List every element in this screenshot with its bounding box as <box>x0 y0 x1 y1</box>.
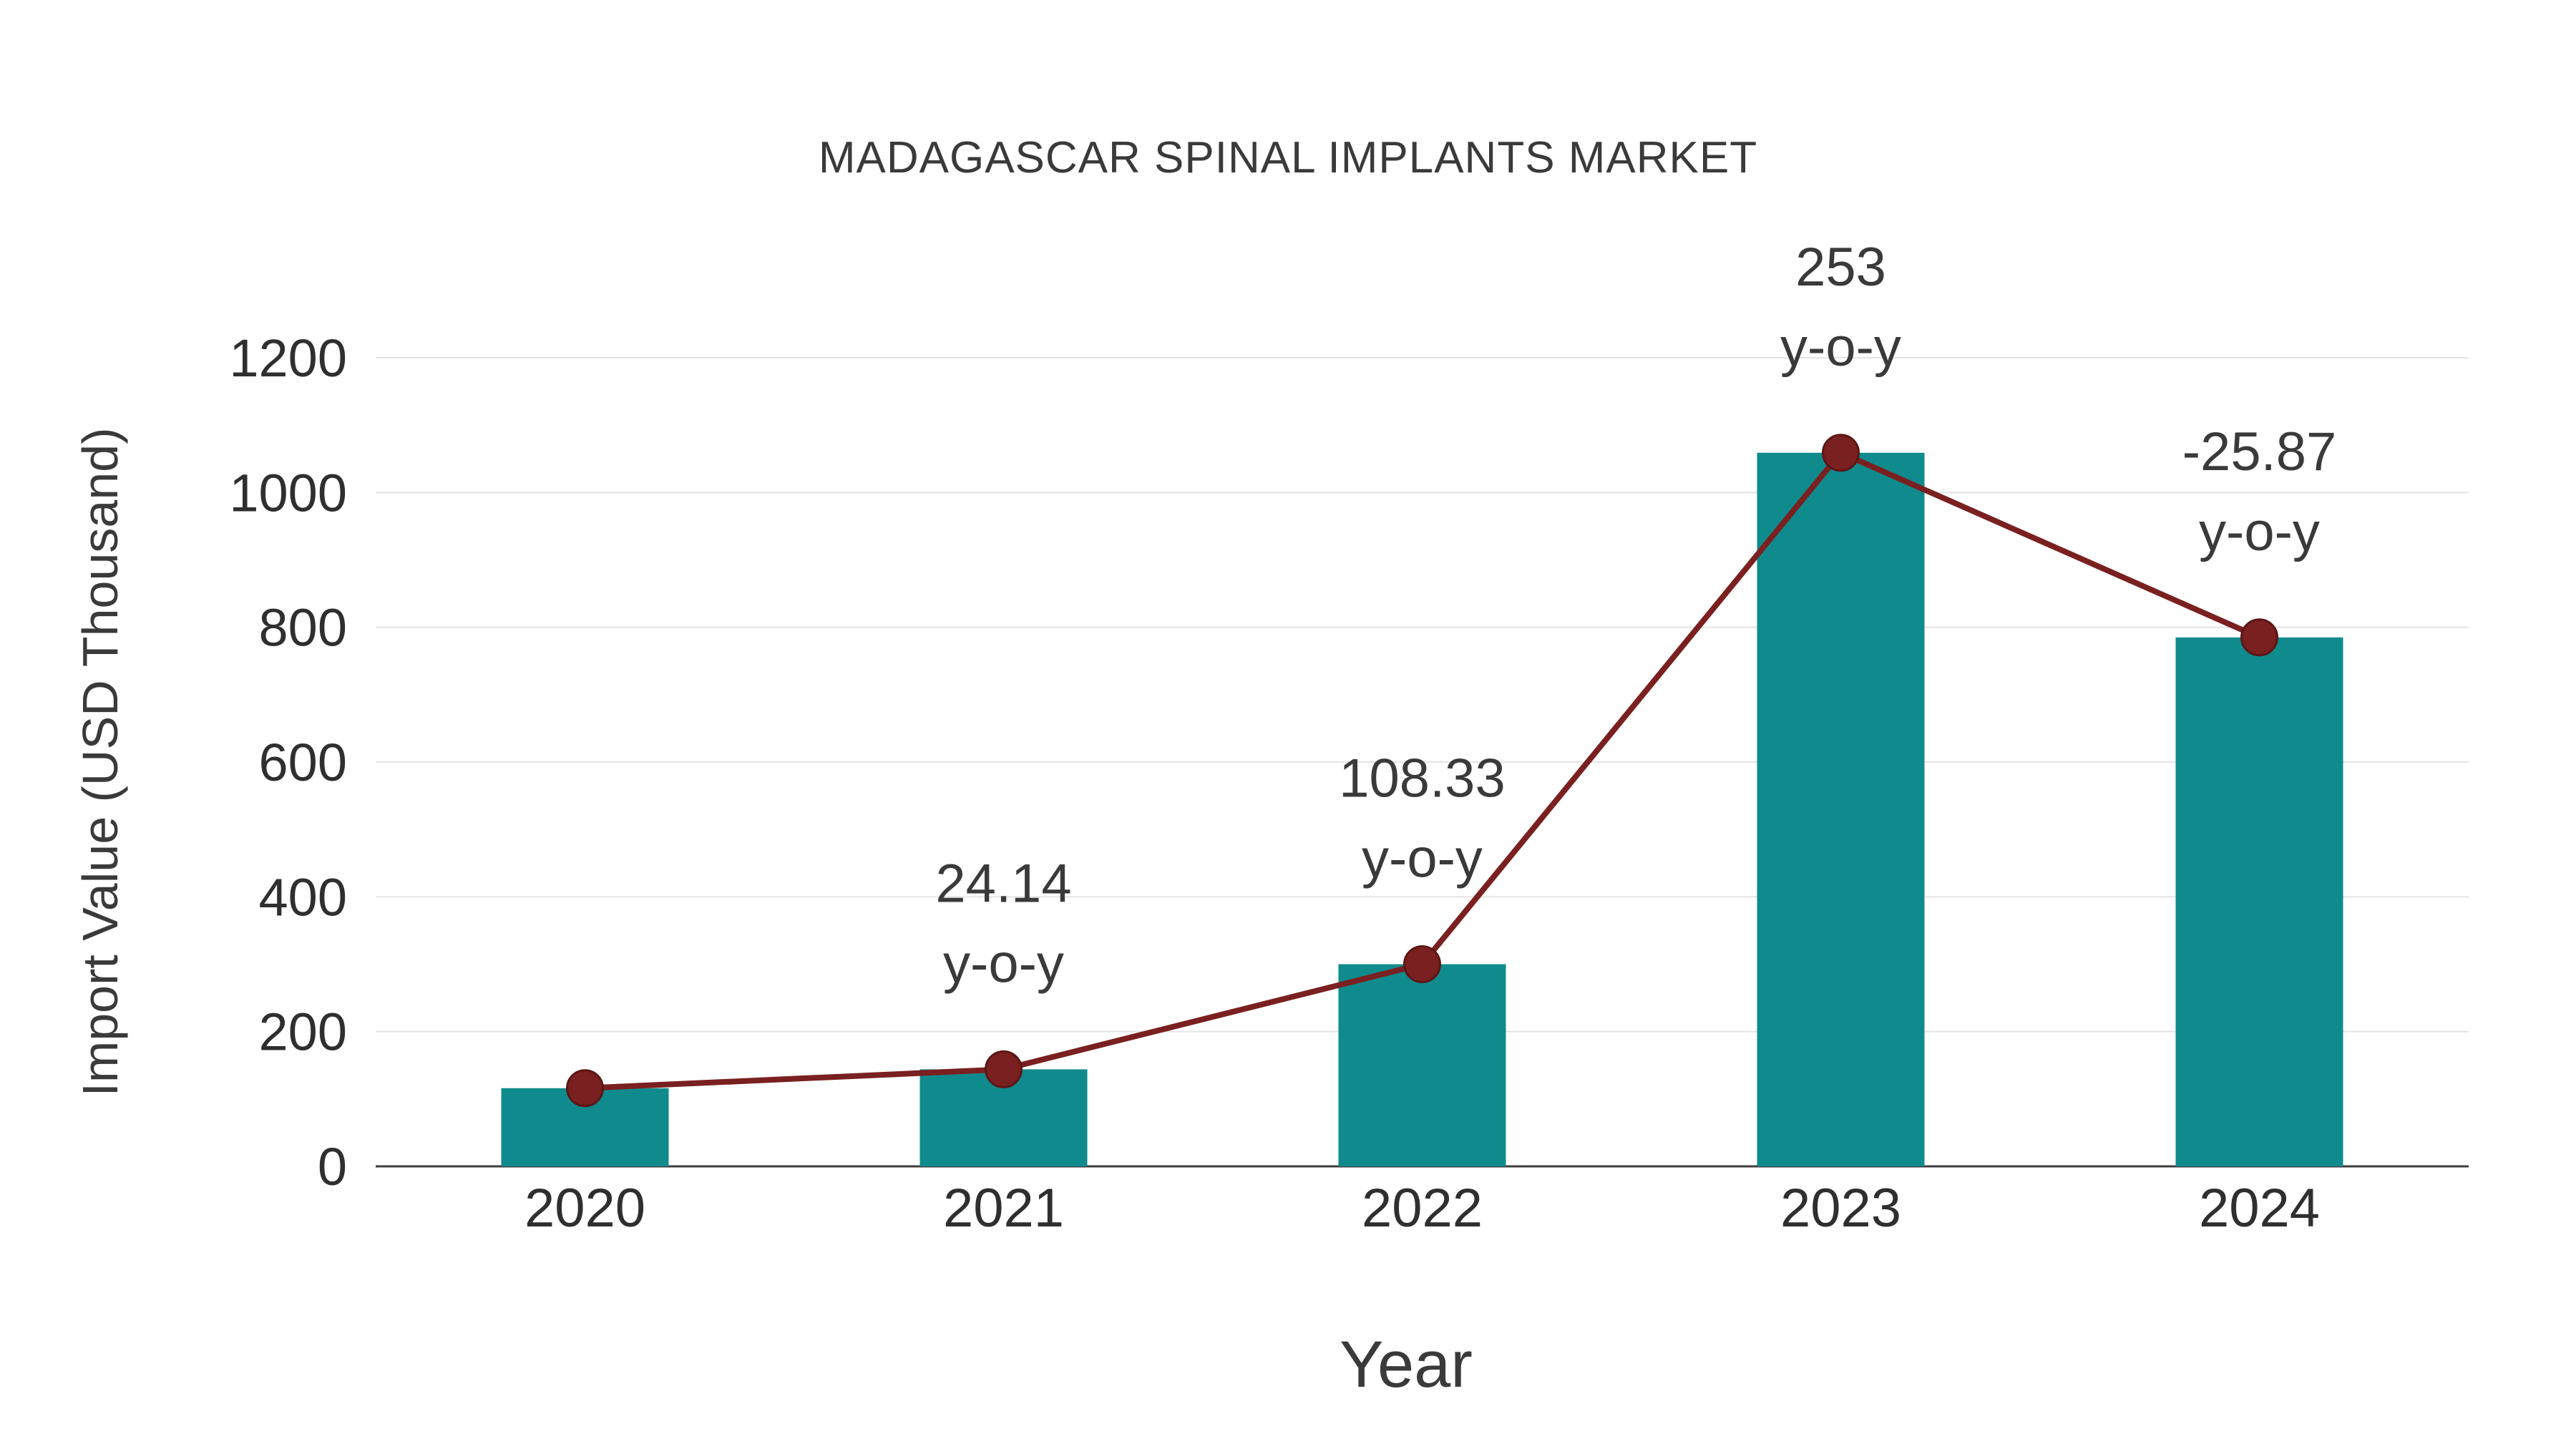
line-marker <box>566 1069 604 1108</box>
annotation-suffix: y-o-y <box>1780 317 1901 378</box>
y-tick-label: 1000 <box>229 463 347 522</box>
x-tick-label: 2021 <box>943 1178 1064 1239</box>
bar <box>2175 637 2343 1166</box>
x-tick-label: 2022 <box>1362 1178 1483 1239</box>
y-tick-label: 200 <box>259 1002 347 1062</box>
line-marker <box>1403 945 1441 983</box>
annotation-value: -25.87 <box>2182 421 2337 482</box>
annotation-value: 253 <box>1795 237 1886 298</box>
line-marker <box>1822 434 1860 472</box>
x-tick-label: 2023 <box>1780 1178 1901 1239</box>
y-tick-label: 400 <box>259 867 347 927</box>
x-tick-label: 2024 <box>2199 1178 2320 1239</box>
bar <box>1757 452 1925 1166</box>
annotation-suffix: y-o-y <box>2199 502 2320 562</box>
x-axis-label: Year <box>1340 1328 1473 1401</box>
bar <box>1338 964 1506 1166</box>
annotation-value: 108.33 <box>1339 748 1505 809</box>
line-marker <box>2240 618 2278 657</box>
annotation-value: 24.14 <box>935 853 1071 914</box>
y-tick-label: 1200 <box>229 328 347 388</box>
line-marker <box>985 1050 1023 1088</box>
y-tick-label: 800 <box>259 598 347 658</box>
chart-title: MADAGASCAR SPINAL IMPLANTS MARKET <box>818 133 1758 182</box>
annotation-suffix: y-o-y <box>1362 829 1483 889</box>
x-tick-label: 2020 <box>525 1178 645 1239</box>
y-tick-label: 600 <box>259 733 347 792</box>
y-tick-label: 0 <box>318 1137 347 1196</box>
annotation-suffix: y-o-y <box>943 933 1064 994</box>
